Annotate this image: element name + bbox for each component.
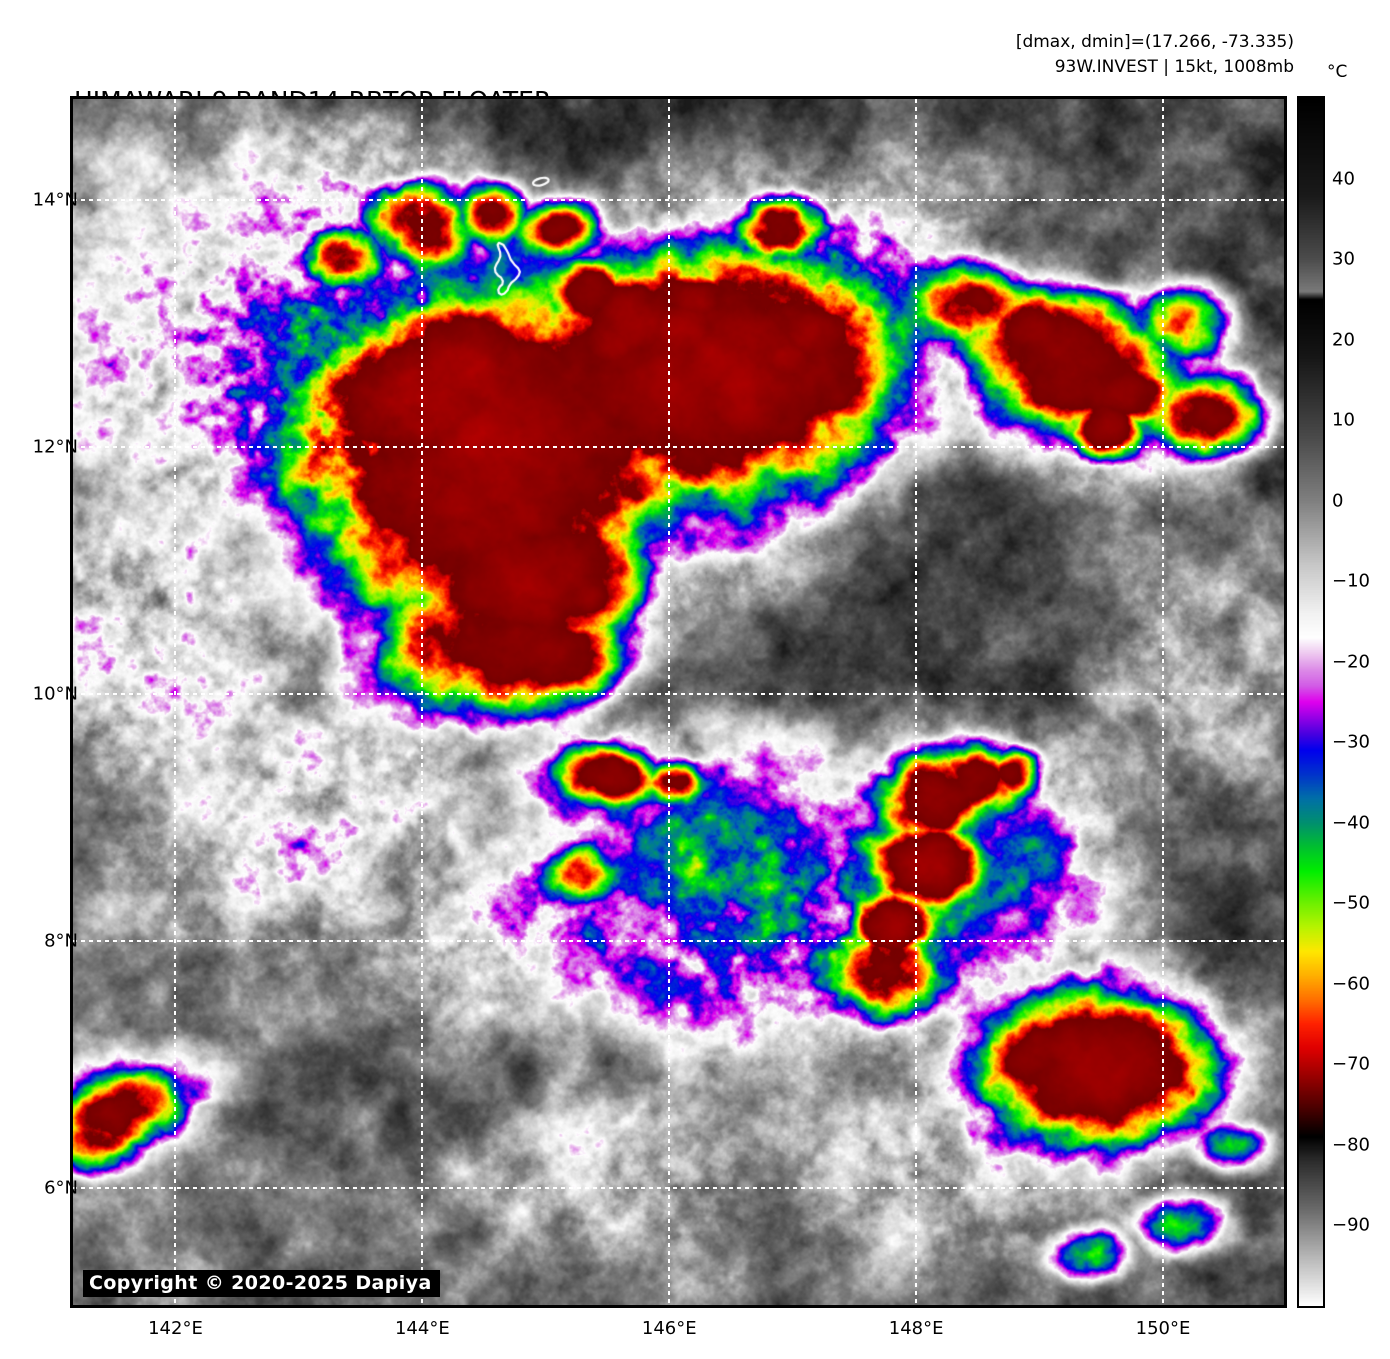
latitude-tick-label: 12°N	[32, 436, 78, 458]
satellite-image-panel[interactable]: Copyright © 2020-2025 Dapiya	[70, 96, 1287, 1308]
longitude-tick-label: 146°E	[641, 1318, 697, 1339]
colorbar-tick--20: −20	[1332, 651, 1370, 673]
latitude-tick-label: 10°N	[32, 683, 78, 705]
copyright-watermark: Copyright © 2020-2025 Dapiya	[83, 1270, 440, 1297]
colorbar-gradient	[1297, 96, 1325, 1308]
longitude-tick-label: 148°E	[888, 1318, 944, 1339]
storm-info-label: 93W.INVEST | 15kt, 1008mb	[1054, 57, 1294, 77]
colorbar-tick-0: 0	[1332, 490, 1344, 512]
satellite-ir-imagery	[73, 99, 1284, 1305]
colorbar-canvas	[1299, 98, 1323, 1306]
colorbar-tick--10: −10	[1332, 570, 1370, 592]
colorbar-tick-10: 10	[1332, 409, 1355, 431]
colorbar-tick--50: −50	[1332, 892, 1370, 914]
temperature-colorbar[interactable]	[1297, 96, 1325, 1308]
colorbar-tick--80: −80	[1332, 1134, 1370, 1156]
colorbar-tick--40: −40	[1332, 812, 1370, 834]
colorbar-tick--60: −60	[1332, 973, 1370, 995]
dmax-dmin-label: [dmax, dmin]=(17.266, -73.335)	[1015, 32, 1294, 52]
latitude-tick-label: 6°N	[44, 1177, 78, 1199]
latitude-tick-label: 14°N	[32, 189, 78, 211]
colorbar-tick-40: 40	[1332, 168, 1355, 190]
metadata-block: [dmax, dmin]=(17.266, -73.335) 93W.INVES…	[1016, 30, 1294, 80]
colorbar-tick-20: 20	[1332, 329, 1355, 351]
latitude-tick-label: 8°N	[44, 930, 78, 952]
longitude-tick-label: 150°E	[1135, 1318, 1191, 1339]
colorbar-tick-30: 30	[1332, 248, 1355, 270]
colorbar-unit-label: °C	[1327, 62, 1348, 82]
colorbar-tick--70: −70	[1332, 1053, 1370, 1075]
longitude-tick-label: 144°E	[394, 1318, 450, 1339]
colorbar-tick--90: −90	[1332, 1214, 1370, 1236]
colorbar-tick--30: −30	[1332, 731, 1370, 753]
longitude-tick-label: 142°E	[148, 1318, 203, 1339]
